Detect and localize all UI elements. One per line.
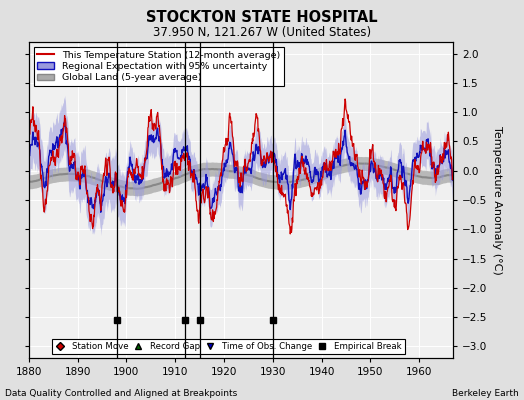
Text: Data Quality Controlled and Aligned at Breakpoints: Data Quality Controlled and Aligned at B… [5, 389, 237, 398]
Text: 37.950 N, 121.267 W (United States): 37.950 N, 121.267 W (United States) [153, 26, 371, 39]
Text: Berkeley Earth: Berkeley Earth [452, 389, 519, 398]
Y-axis label: Temperature Anomaly (°C): Temperature Anomaly (°C) [492, 126, 502, 274]
Text: STOCKTON STATE HOSPITAL: STOCKTON STATE HOSPITAL [146, 10, 378, 25]
Legend: Station Move, Record Gap, Time of Obs. Change, Empirical Break: Station Move, Record Gap, Time of Obs. C… [52, 339, 405, 354]
